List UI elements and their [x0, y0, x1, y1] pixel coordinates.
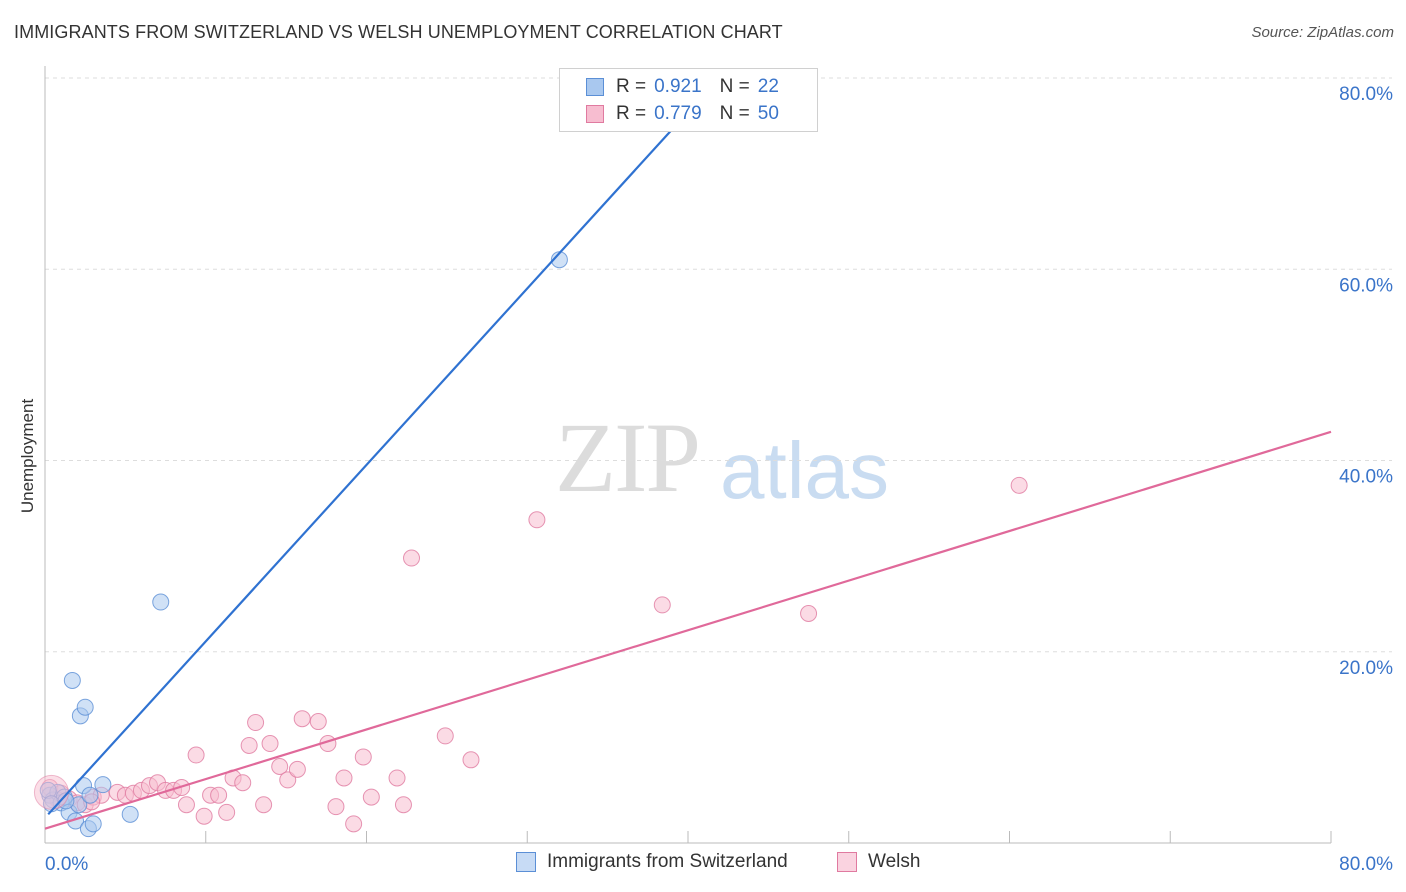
point-welsh — [234, 774, 252, 792]
y-tick-label: 60.0% — [1339, 275, 1393, 296]
regression-lines — [44, 105, 1332, 830]
legend-row-welsh: R = 0.779 N = 50 — [560, 101, 779, 127]
point-welsh — [1010, 476, 1028, 494]
point-welsh — [653, 596, 671, 614]
legend-swatch-switzerland — [586, 78, 604, 96]
y-tick-label: 20.0% — [1339, 658, 1393, 679]
point-welsh — [293, 710, 311, 728]
point-welsh — [394, 796, 412, 814]
legend-item-welsh[interactable]: Welsh — [837, 851, 920, 873]
point-switzerland — [76, 698, 94, 716]
watermark-zip: ZIP — [555, 402, 701, 513]
point-welsh — [354, 748, 372, 766]
legend-r-value: 0.921 — [654, 76, 702, 97]
point-welsh — [388, 769, 406, 787]
point-switzerland — [152, 593, 170, 611]
y-tick-label: 40.0% — [1339, 467, 1393, 488]
point-welsh — [210, 786, 228, 804]
point-welsh — [279, 771, 297, 789]
axes — [44, 66, 1332, 844]
watermark-atlas: atlas — [720, 426, 889, 515]
legend-swatch-welsh — [837, 852, 857, 872]
point-welsh-cluster — [33, 774, 69, 810]
legend-swatch-welsh — [586, 105, 604, 123]
series-legend: Immigrants from Switzerland Welsh — [0, 851, 1406, 877]
point-welsh — [362, 788, 380, 806]
point-switzerland — [94, 776, 112, 794]
point-welsh — [403, 549, 421, 567]
point-welsh — [335, 769, 353, 787]
legend-r-value: 0.779 — [654, 103, 702, 124]
stats-legend: R = 0.921 N = 22 R = 0.779 N = 50 — [559, 68, 818, 132]
x-tick-label-min: 0.0% — [45, 854, 88, 875]
point-welsh — [255, 796, 273, 814]
point-switzerland — [63, 671, 81, 689]
legend-r-label: R = — [616, 103, 647, 124]
legend-n-label: N = — [719, 76, 750, 97]
legend-n-value: 22 — [757, 76, 779, 97]
point-switzerland — [84, 815, 102, 833]
point-switzerland — [121, 805, 139, 823]
point-welsh — [288, 760, 306, 778]
point-welsh — [195, 807, 213, 825]
legend-label-welsh: Welsh — [868, 851, 921, 872]
regression-line-switzerland — [47, 105, 694, 816]
x-tick-label-max: 80.0% — [1339, 854, 1393, 875]
point-welsh — [436, 727, 454, 745]
data-points — [33, 251, 1028, 838]
regression-line-welsh — [44, 430, 1332, 830]
point-welsh — [271, 758, 289, 775]
point-welsh — [327, 798, 345, 816]
y-tick-label: 80.0% — [1339, 84, 1393, 105]
point-welsh — [800, 605, 818, 622]
legend-swatch-switzerland — [516, 852, 536, 872]
legend-n-label: N = — [719, 103, 750, 124]
point-welsh — [247, 714, 265, 732]
legend-row-switzerland: R = 0.921 N = 22 — [560, 74, 779, 100]
point-welsh — [462, 751, 480, 769]
point-switzerland — [81, 786, 99, 804]
source-credit: Source: ZipAtlas.com — [1251, 24, 1394, 41]
legend-r-label: R = — [616, 76, 647, 97]
gridlines — [45, 77, 1392, 653]
point-welsh — [309, 713, 327, 731]
point-welsh — [177, 796, 195, 814]
point-welsh — [240, 736, 258, 754]
chart-title: IMMIGRANTS FROM SWITZERLAND VS WELSH UNE… — [14, 22, 783, 42]
legend-label-switzerland: Immigrants from Switzerland — [547, 851, 788, 872]
legend-item-switzerland[interactable]: Immigrants from Switzerland — [516, 851, 788, 873]
point-welsh — [187, 746, 205, 764]
point-welsh — [218, 803, 236, 821]
legend-n-value: 50 — [757, 103, 779, 124]
tick-labels: 20.0% 40.0% 60.0% 80.0% 0.0% 80.0% — [45, 84, 1393, 875]
point-welsh — [528, 511, 546, 529]
point-welsh — [261, 735, 279, 753]
point-welsh — [345, 815, 363, 833]
